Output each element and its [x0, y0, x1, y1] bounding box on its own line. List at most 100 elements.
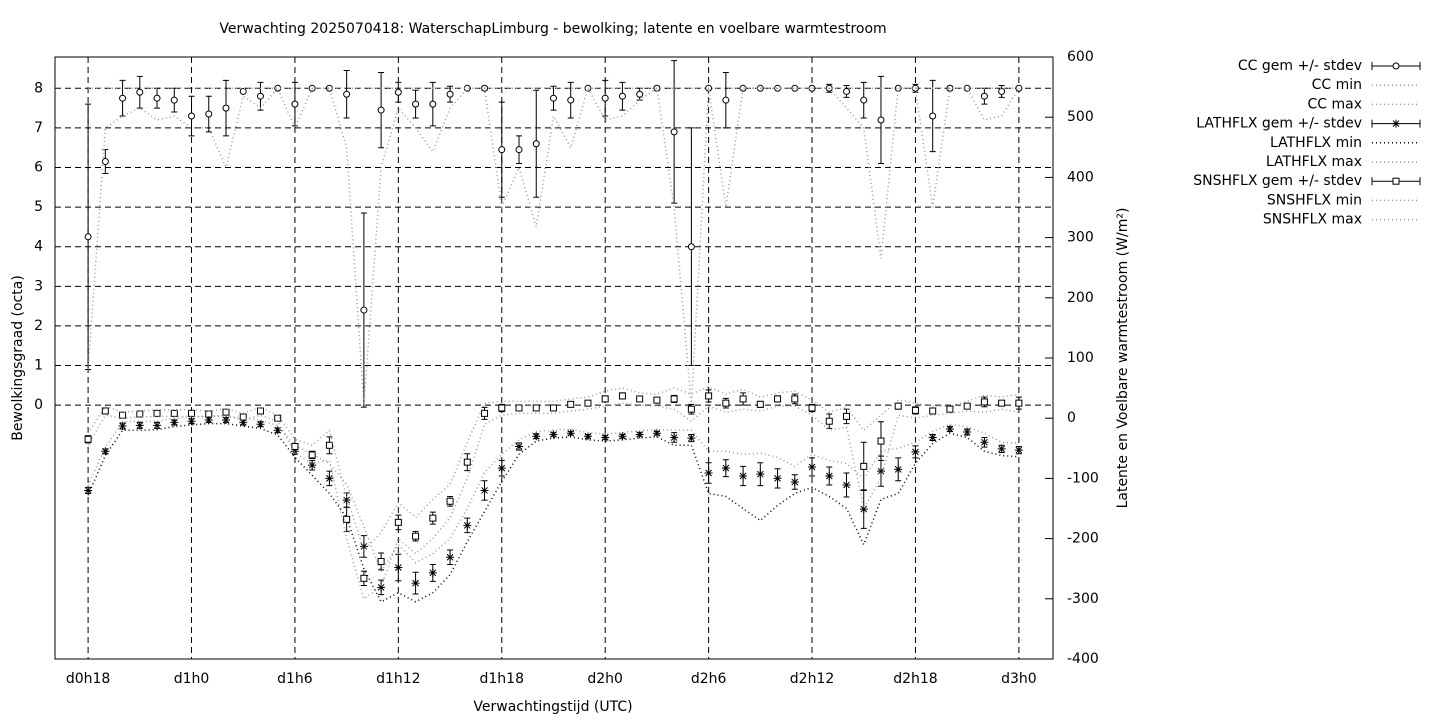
data-point	[963, 402, 971, 410]
data-point	[670, 128, 678, 136]
data-point	[325, 474, 334, 483]
y-tick-label: 2	[34, 318, 43, 334]
data-point	[532, 140, 540, 148]
data-point	[119, 94, 127, 102]
data-point	[618, 432, 627, 441]
legend-marker	[1392, 177, 1400, 185]
y2-tick-label: -400	[1067, 651, 1099, 667]
data-point	[515, 146, 523, 154]
data-point	[153, 421, 162, 430]
data-point	[635, 430, 644, 439]
y-axis-label: Bewolkingsgraad (octa)	[10, 275, 26, 441]
data-point	[463, 458, 471, 466]
x-tick-label: d2h6	[691, 671, 727, 687]
data-point	[946, 405, 954, 413]
legend-label: LATHFLX gem +/- stdev	[1196, 116, 1362, 132]
data-point	[446, 90, 454, 98]
data-point	[998, 399, 1006, 407]
data-point	[773, 474, 782, 483]
x-tick-label: d1h12	[376, 671, 420, 687]
legend-label: CC max	[1307, 96, 1362, 112]
data-point	[980, 92, 988, 100]
data-point	[256, 92, 264, 100]
data-point	[498, 404, 506, 412]
data-point	[412, 532, 420, 540]
data-point	[360, 574, 368, 582]
data-point	[290, 447, 299, 456]
data-point	[687, 243, 695, 251]
data-point	[291, 442, 299, 450]
data-point	[274, 414, 282, 422]
legend-label: SNSHFLX max	[1263, 212, 1362, 228]
y2-tick-label: 600	[1067, 49, 1094, 65]
y2-tick-label: -200	[1067, 531, 1099, 547]
data-point	[929, 112, 937, 120]
data-point	[394, 563, 403, 572]
data-point	[377, 106, 385, 114]
data-point	[825, 84, 833, 92]
data-point	[963, 428, 972, 437]
data-point	[739, 471, 748, 480]
data-point	[135, 421, 144, 430]
x-tick-label: d1h18	[480, 671, 524, 687]
data-point	[721, 464, 730, 473]
data-point	[222, 104, 230, 112]
data-point	[239, 418, 248, 427]
data-point	[860, 96, 868, 104]
y-tick-label: 7	[34, 120, 43, 136]
data-point	[153, 409, 161, 417]
data-point	[549, 404, 557, 412]
legend-label: CC min	[1312, 77, 1362, 93]
data-point	[928, 433, 937, 442]
data-point	[877, 116, 885, 124]
data-point	[601, 94, 609, 102]
data-point	[101, 447, 110, 456]
data-point	[84, 233, 92, 241]
data-point	[205, 110, 213, 118]
y2-tick-label: -100	[1067, 470, 1099, 486]
y-tick-label: 6	[34, 159, 43, 175]
legend-label: CC gem +/- stdev	[1238, 58, 1362, 74]
y2-tick-label: -300	[1067, 591, 1099, 607]
data-point	[359, 542, 368, 551]
y-tick-label: 3	[34, 278, 43, 294]
data-point	[859, 505, 868, 514]
data-point	[567, 96, 575, 104]
data-point	[412, 100, 420, 108]
data-point	[583, 432, 592, 441]
data-point	[894, 465, 903, 474]
data-point	[480, 486, 489, 495]
data-point	[532, 432, 541, 441]
data-point	[170, 418, 179, 427]
data-point	[153, 94, 161, 102]
plot-frame	[54, 56, 1054, 660]
data-point	[670, 395, 678, 403]
data-point	[722, 399, 730, 407]
data-point	[911, 447, 920, 456]
y2-tick-label: 500	[1067, 109, 1094, 125]
data-point	[980, 398, 988, 406]
data-point	[532, 404, 540, 412]
data-point	[429, 100, 437, 108]
data-point	[394, 88, 402, 96]
data-point	[705, 392, 713, 400]
data-point	[84, 486, 93, 495]
data-point	[876, 467, 885, 476]
data-point	[411, 579, 420, 588]
data-point	[842, 481, 851, 490]
data-point	[566, 429, 575, 438]
data-point	[636, 395, 644, 403]
x-tick-label: d1h0	[174, 671, 210, 687]
data-point	[446, 497, 454, 505]
data-point	[790, 478, 799, 487]
data-point	[756, 400, 764, 408]
data-point	[205, 410, 213, 418]
data-point	[187, 417, 196, 426]
data-point	[601, 395, 609, 403]
chart-title: Verwachting 2025070418: WaterschapLimbur…	[219, 21, 886, 37]
data-point	[515, 404, 523, 412]
x-tick-label: d3h0	[1001, 671, 1037, 687]
data-point	[394, 518, 402, 526]
data-point	[342, 496, 351, 505]
data-point	[273, 426, 282, 435]
